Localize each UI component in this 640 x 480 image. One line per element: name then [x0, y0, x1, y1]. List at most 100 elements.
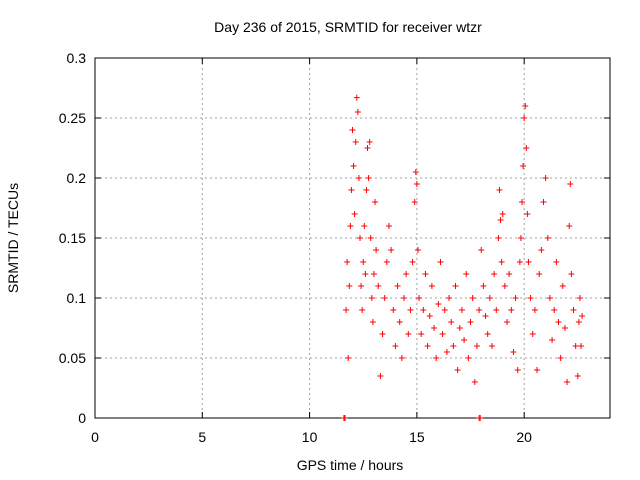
data-point	[517, 235, 524, 241]
data-point	[538, 247, 545, 253]
data-point	[355, 175, 362, 181]
data-point	[572, 343, 579, 349]
data-point	[574, 373, 581, 379]
data-point	[496, 187, 503, 193]
data-point	[359, 307, 366, 313]
data-point	[379, 331, 386, 337]
data-point	[403, 271, 410, 277]
data-point	[512, 295, 519, 301]
data-point	[364, 145, 371, 151]
data-point	[367, 235, 374, 241]
data-point	[456, 325, 463, 331]
axis-ticks: 0 0.05 0.1 0.15 0.2 0.25 0.3 0 5 10 15 20	[59, 50, 610, 445]
data-point	[506, 271, 513, 277]
data-point	[542, 175, 549, 181]
x-tick-label: 15	[409, 429, 425, 445]
data-point	[377, 373, 384, 379]
data-point	[351, 211, 358, 217]
data-point	[559, 283, 566, 289]
grid	[95, 58, 610, 418]
data-point	[407, 307, 414, 313]
data-point	[414, 247, 421, 253]
data-point	[401, 295, 407, 301]
data-point	[418, 331, 425, 337]
data-point	[546, 295, 553, 301]
data-point	[555, 319, 562, 325]
data-point	[482, 313, 489, 319]
data-point	[549, 337, 556, 343]
data-point	[484, 331, 491, 337]
data-point	[347, 223, 354, 229]
data-point	[564, 379, 571, 385]
data-point	[366, 139, 373, 145]
data-point	[557, 355, 564, 361]
data-point	[524, 211, 531, 217]
data-point	[461, 337, 468, 343]
data-point	[368, 295, 375, 301]
data-point	[394, 283, 401, 289]
data-point	[508, 307, 515, 313]
data-point	[551, 307, 558, 313]
x-tick-label: 10	[302, 429, 318, 445]
data-point	[516, 259, 523, 265]
data-point	[353, 94, 360, 101]
data-point	[488, 343, 495, 349]
data-points	[340, 94, 586, 421]
data-point	[486, 295, 493, 301]
data-point	[579, 313, 586, 319]
data-point	[426, 313, 433, 319]
data-point	[529, 331, 536, 337]
data-point	[411, 199, 418, 205]
data-point	[531, 307, 538, 313]
data-point	[348, 187, 355, 193]
data-point	[345, 355, 352, 361]
data-point	[553, 259, 560, 265]
data-point	[501, 283, 508, 289]
data-point	[522, 103, 529, 109]
data-point	[520, 163, 527, 169]
data-point	[454, 367, 461, 373]
data-point	[443, 349, 450, 355]
data-point	[344, 259, 351, 265]
data-point	[458, 307, 465, 313]
data-point	[413, 181, 420, 187]
data-point	[428, 283, 435, 289]
data-point	[561, 325, 568, 331]
data-point	[450, 343, 457, 349]
data-point	[441, 307, 448, 313]
data-point	[519, 199, 526, 205]
data-point	[392, 343, 399, 349]
data-point	[504, 319, 510, 325]
data-point	[412, 169, 419, 175]
y-tick-label: 0.15	[59, 230, 86, 246]
data-point	[497, 217, 504, 223]
y-tick-label: 0	[78, 410, 86, 426]
data-point	[358, 283, 365, 289]
data-point	[383, 259, 390, 265]
data-point	[499, 211, 506, 217]
data-point	[448, 319, 455, 325]
data-point	[420, 307, 427, 313]
data-point	[369, 319, 376, 325]
data-point	[469, 295, 476, 301]
data-point	[544, 235, 551, 241]
data-point	[341, 415, 348, 421]
data-point	[521, 115, 528, 121]
data-point	[370, 271, 377, 277]
data-point	[390, 307, 397, 313]
data-point	[365, 175, 372, 181]
data-point	[476, 307, 483, 313]
y-tick-label: 0.1	[67, 290, 87, 306]
y-tick-label: 0.2	[67, 170, 87, 186]
data-point	[465, 355, 472, 361]
x-tick-label: 0	[91, 429, 99, 445]
x-axis-label: GPS time / hours	[297, 457, 404, 473]
data-point	[534, 367, 541, 373]
data-point	[491, 271, 498, 277]
data-point	[510, 349, 517, 355]
data-point	[361, 223, 368, 229]
data-point	[495, 235, 502, 241]
data-point	[424, 343, 431, 349]
data-point	[437, 259, 444, 265]
data-point	[498, 259, 505, 265]
